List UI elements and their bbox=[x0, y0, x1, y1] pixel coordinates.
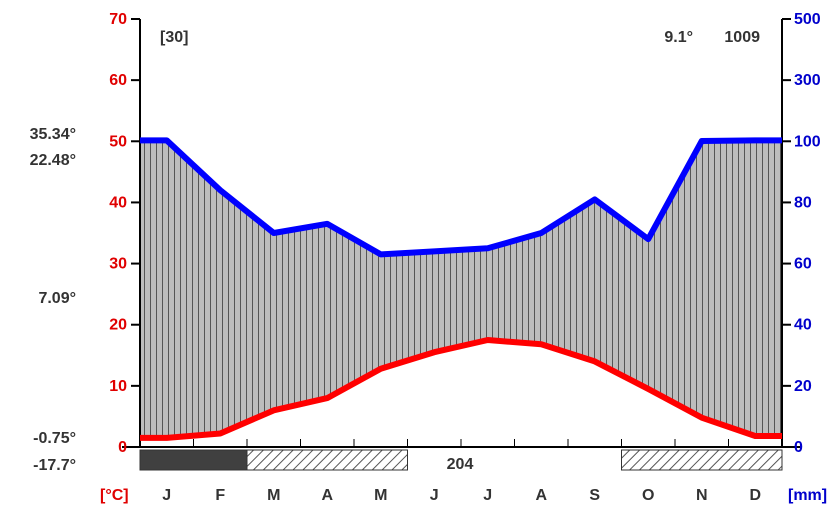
years-label: [30] bbox=[160, 29, 188, 46]
frost-bar-solid bbox=[139, 449, 248, 471]
month-label: D bbox=[749, 487, 761, 504]
month-label: J bbox=[483, 487, 492, 504]
side-value-label: 22.48° bbox=[30, 152, 76, 169]
temp-tick-label: 30 bbox=[109, 256, 127, 273]
temp-tick-label: 40 bbox=[109, 194, 127, 211]
temp-tick-label: 60 bbox=[109, 72, 127, 89]
month-label: M bbox=[374, 487, 387, 504]
temp-unit-label: [°C] bbox=[100, 487, 129, 504]
side-value-label: -17.7° bbox=[33, 457, 76, 474]
temperature-line bbox=[140, 337, 782, 441]
bottom-precip-label: 204 bbox=[447, 456, 474, 473]
precip-unit-label: [mm] bbox=[788, 487, 827, 504]
temp-tick-label: 70 bbox=[109, 11, 127, 28]
month-label: A bbox=[321, 487, 333, 504]
precip-tick-label: 500 bbox=[794, 11, 821, 28]
month-label: S bbox=[589, 487, 600, 504]
side-value-label: 7.09° bbox=[38, 290, 76, 307]
month-label: F bbox=[215, 487, 225, 504]
month-label: M bbox=[267, 487, 280, 504]
precip-tick-label: 0 bbox=[794, 439, 803, 456]
side-value-label: -0.75° bbox=[33, 430, 76, 447]
precip-tick-label: 300 bbox=[794, 72, 821, 89]
month-label: N bbox=[696, 487, 708, 504]
precip-tick-label: 100 bbox=[794, 133, 821, 150]
humid-period-area bbox=[140, 140, 782, 438]
precip-tick-label: 40 bbox=[794, 317, 812, 334]
precip-tick-label: 60 bbox=[794, 256, 812, 273]
month-label: J bbox=[430, 487, 439, 504]
temp-tick-label: 20 bbox=[109, 317, 127, 334]
temp-tick-label: 0 bbox=[118, 439, 127, 456]
month-label: J bbox=[162, 487, 171, 504]
annual-precip-label: 1009 bbox=[724, 29, 760, 46]
temp-tick-label: 50 bbox=[109, 133, 127, 150]
temp-tick-label: 10 bbox=[109, 378, 127, 395]
precip-tick-label: 20 bbox=[794, 378, 812, 395]
month-label: O bbox=[642, 487, 654, 504]
month-label: A bbox=[535, 487, 547, 504]
precipitation-line bbox=[140, 137, 782, 258]
side-value-label: 35.34° bbox=[30, 126, 76, 143]
frost-bar-hatched bbox=[246, 449, 408, 471]
frost-bar-hatched bbox=[621, 449, 783, 471]
precip-tick-label: 80 bbox=[794, 194, 812, 211]
mean-temp-label: 9.1° bbox=[664, 29, 693, 46]
